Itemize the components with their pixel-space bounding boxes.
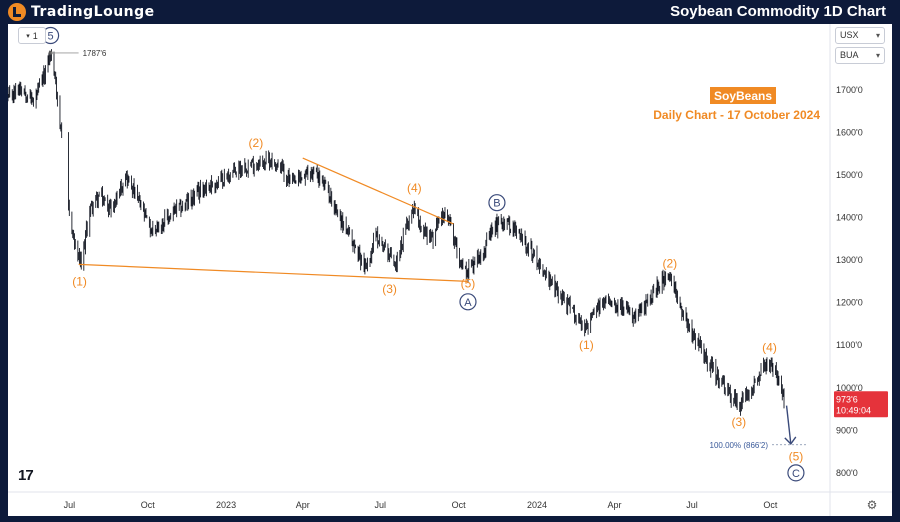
wave-label: (1) bbox=[579, 338, 594, 352]
wave-label: (5) bbox=[789, 450, 804, 464]
trendline bbox=[302, 157, 454, 225]
peak-price-label: 1787'6 bbox=[83, 49, 107, 58]
y-tick-label: 900'0 bbox=[836, 425, 858, 435]
x-tick-label: Jul bbox=[686, 500, 698, 510]
x-tick-label: Apr bbox=[296, 500, 310, 510]
y-tick-label: 1400'0 bbox=[836, 213, 863, 223]
target-arrow-shaft bbox=[785, 405, 792, 445]
chart-panel[interactable]: 800'0 900'0 1000'0 1100'0 1200'0 1300'0 1400'0… bbox=[8, 24, 892, 516]
logo-text: TradingLounge bbox=[31, 4, 155, 20]
wave-label: (4) bbox=[762, 340, 777, 354]
price-chart[interactable]: 800'0 900'0 1000'0 1100'0 1200'0 1300'0 1400'0… bbox=[8, 24, 892, 516]
y-tick-label: 1600'0 bbox=[836, 127, 863, 137]
wave-label: B bbox=[493, 198, 500, 210]
chevron-down-icon: ▾ bbox=[26, 32, 30, 40]
x-tick-label: Jul bbox=[374, 500, 386, 510]
wave-label: (3) bbox=[732, 415, 747, 429]
wave-label: 5 bbox=[48, 30, 54, 42]
last-price-countdown: 10:49:04 bbox=[836, 405, 871, 415]
annotation-subtitle: Daily Chart - 17 October 2024 bbox=[653, 108, 820, 122]
wave-label: (5) bbox=[461, 277, 476, 291]
x-tick-label: Apr bbox=[607, 500, 621, 510]
wave-label: (2) bbox=[663, 257, 678, 271]
gear-icon[interactable]: ⚙ bbox=[866, 498, 878, 512]
y-tick-label: 1000'0 bbox=[836, 383, 863, 393]
currency-label: USX bbox=[840, 30, 859, 40]
page-title: Soybean Commodity 1D Chart bbox=[670, 3, 886, 20]
wave-label: (2) bbox=[249, 136, 264, 150]
wave-circle bbox=[459, 293, 477, 311]
header-bar: TradingLounge Soybean Commodity 1D Chart bbox=[0, 0, 900, 24]
y-tick-label: 1300'0 bbox=[836, 255, 863, 265]
interval-label: 1 bbox=[32, 30, 38, 41]
wave-label: (3) bbox=[382, 282, 397, 296]
wave-label: A bbox=[464, 297, 472, 309]
tradingview-logo-icon: 17 bbox=[18, 467, 34, 484]
annotation-tag: SoyBeans bbox=[714, 89, 772, 103]
interval-button[interactable]: ▾ 1 bbox=[18, 27, 46, 44]
y-tick-label: 1700'0 bbox=[836, 85, 863, 95]
tradinglounge-logo: TradingLounge bbox=[8, 2, 155, 22]
wave-label: C bbox=[792, 468, 800, 480]
chevron-down-icon: ▾ bbox=[875, 31, 880, 40]
wave-circle bbox=[488, 194, 506, 212]
exchange-label: BUA bbox=[840, 50, 859, 60]
wave-circle bbox=[787, 464, 805, 482]
x-tick-label: Oct bbox=[141, 500, 156, 510]
last-price-tag bbox=[834, 391, 888, 418]
x-tick-label: 2023 bbox=[216, 500, 236, 510]
x-tick-label: Oct bbox=[763, 500, 778, 510]
target-arrow-head bbox=[784, 436, 797, 446]
wave-label: (4) bbox=[407, 181, 422, 195]
last-price-value: 973'6 bbox=[836, 394, 858, 404]
x-tick-label: Oct bbox=[452, 500, 467, 510]
exchange-selector[interactable]: BUA ▾ bbox=[835, 47, 885, 64]
currency-selector[interactable]: USX ▾ bbox=[835, 27, 885, 44]
wave-label: (1) bbox=[72, 274, 87, 288]
y-tick-label: 1500'0 bbox=[836, 170, 863, 180]
chevron-down-icon: ▾ bbox=[875, 51, 880, 60]
x-tick-label: 2024 bbox=[527, 500, 547, 510]
y-tick-label: 800'0 bbox=[836, 468, 858, 478]
y-tick-label: 1200'0 bbox=[836, 298, 863, 308]
y-tick-label: 1100'0 bbox=[836, 340, 862, 350]
annotation-tag-box bbox=[710, 87, 776, 104]
x-tick-label: Jul bbox=[64, 500, 76, 510]
logo-icon bbox=[8, 3, 26, 21]
target-label: 100.00% (866'2) bbox=[710, 441, 769, 450]
trendline bbox=[78, 263, 469, 282]
